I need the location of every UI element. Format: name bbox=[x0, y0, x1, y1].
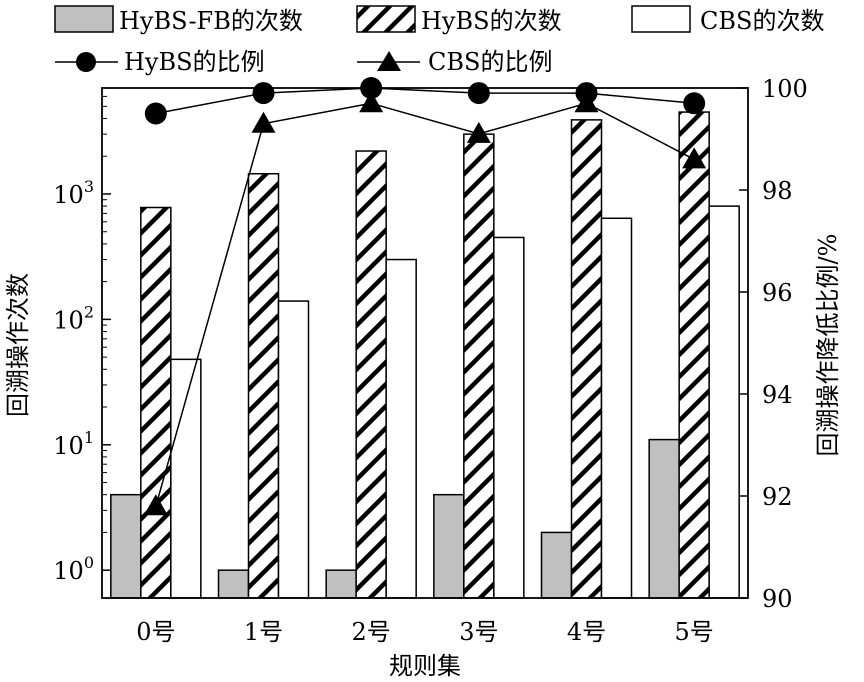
triangle-marker bbox=[466, 121, 491, 143]
bar-gray bbox=[217, 569, 250, 599]
legend-entry-hybs: HyBS的次数 bbox=[356, 5, 562, 35]
x-tick-label: 4号 bbox=[567, 618, 606, 646]
legend-entry-cbs: CBS的次数 bbox=[631, 5, 824, 35]
legend-label: CBS的比例 bbox=[428, 48, 552, 76]
triangle-marker bbox=[359, 91, 384, 113]
x-tick-label: 3号 bbox=[459, 618, 498, 646]
bar-hatch bbox=[355, 150, 387, 599]
legend-triangle-marker bbox=[377, 51, 401, 71]
y-right-tick-label: 98 bbox=[762, 177, 793, 205]
bar-white bbox=[277, 300, 310, 599]
triangle-marker bbox=[251, 111, 276, 133]
bar-white bbox=[493, 236, 525, 599]
x-axis-title: 规则集 bbox=[389, 652, 461, 680]
bar-gray bbox=[540, 531, 573, 599]
bar-gray bbox=[648, 438, 680, 599]
bar-hatch bbox=[247, 172, 280, 599]
legend-swatch-hatch bbox=[356, 5, 416, 33]
circle-marker bbox=[467, 82, 490, 105]
x-tick-label: 5号 bbox=[675, 618, 714, 646]
legend-label: CBS的次数 bbox=[700, 7, 824, 35]
circle-marker bbox=[683, 92, 706, 115]
y-left-tick-label: 102 bbox=[53, 302, 94, 334]
bar-gray bbox=[110, 493, 142, 599]
legend-circle-marker bbox=[76, 52, 96, 72]
y-left-tick-label: 103 bbox=[53, 177, 94, 209]
y-right-tick-label: 90 bbox=[762, 585, 793, 613]
y-axis-title-right: 回溯操作降低比例/% bbox=[814, 234, 842, 457]
bar-hatch bbox=[463, 133, 495, 599]
legend-entry-hybs-fb: HyBS-FB的次数 bbox=[54, 5, 303, 35]
x-tick-label: 0号 bbox=[136, 618, 175, 646]
circle-marker bbox=[144, 102, 167, 125]
bar-hatch bbox=[678, 111, 710, 599]
x-tick-label: 1号 bbox=[244, 618, 283, 646]
legend-entry-hybs-ratio: HyBS的比例 bbox=[55, 48, 265, 76]
legend: HyBS-FB的次数 HyBS的次数 CBS的次数 HyBS的比例 CBS的比例 bbox=[54, 5, 824, 76]
bar-white bbox=[600, 217, 633, 599]
y-axis-title-left: 回溯操作次数 bbox=[4, 273, 32, 417]
legend-entry-cbs-ratio: CBS的比例 bbox=[357, 48, 552, 76]
triangle-marker bbox=[574, 91, 599, 113]
bar-white bbox=[708, 205, 740, 599]
y-right-tick-label: 100 bbox=[762, 75, 808, 103]
y-right-tick-label: 96 bbox=[762, 279, 793, 307]
plot-frame bbox=[101, 87, 749, 599]
x-tick-label: 2号 bbox=[352, 618, 391, 646]
circle-marker bbox=[252, 82, 275, 105]
y-left-tick-label: 101 bbox=[53, 428, 94, 460]
y-right-tick-label: 92 bbox=[762, 483, 793, 511]
triangle-marker bbox=[682, 147, 707, 169]
legend-label: HyBS-FB的次数 bbox=[119, 7, 303, 35]
bar-hatch bbox=[570, 119, 603, 599]
series-line bbox=[155, 102, 695, 507]
bar-gray bbox=[433, 493, 465, 599]
bar-gray bbox=[325, 569, 357, 599]
legend-swatch-gray bbox=[54, 5, 114, 33]
axes: 100 101 102 103 90 92 94 96 98 100 0号 1号 2号 3号 4号 5号 bbox=[53, 75, 808, 646]
series-line bbox=[155, 87, 695, 115]
triangle-marker bbox=[143, 494, 168, 516]
bar-hatch bbox=[140, 206, 172, 599]
bar-white bbox=[170, 358, 202, 599]
legend-label: HyBS的比例 bbox=[124, 48, 265, 76]
y-right-tick-label: 94 bbox=[762, 381, 793, 409]
bar-white bbox=[385, 258, 417, 599]
plot-area bbox=[110, 77, 740, 599]
y-left-tick-label: 100 bbox=[53, 553, 94, 585]
legend-swatch-white bbox=[631, 5, 691, 33]
legend-label: HyBS的次数 bbox=[421, 7, 562, 35]
